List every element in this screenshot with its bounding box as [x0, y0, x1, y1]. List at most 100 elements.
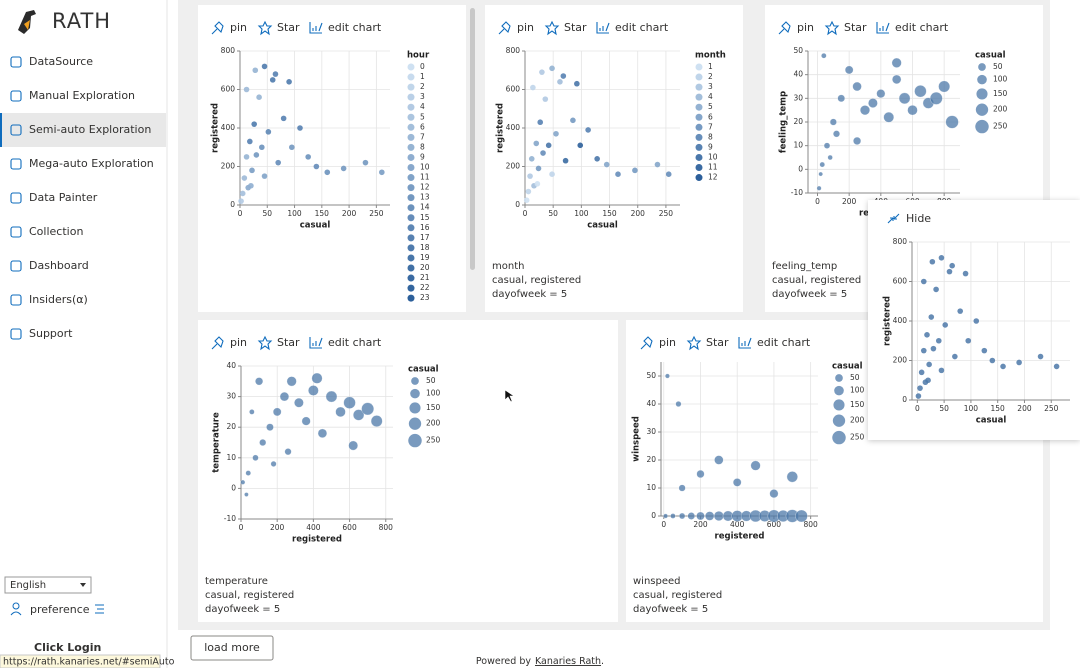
card-description: winspeed — [633, 576, 681, 587]
legend-label: 3 — [708, 82, 713, 91]
y-tick-label: 0 — [902, 395, 907, 404]
edit-chart-button[interactable]: edit chart — [328, 21, 382, 34]
y-axis-title: registered — [211, 103, 221, 153]
legend-symbol — [407, 254, 415, 262]
point — [827, 154, 833, 161]
preference-label[interactable]: preference — [30, 603, 90, 616]
load-more-button[interactable] — [190, 635, 274, 661]
nav-item[interactable]: Collection — [29, 225, 83, 238]
legend-symbol — [695, 103, 703, 111]
legend-label: 6 — [708, 112, 713, 121]
x-tick-label: 200 — [631, 209, 646, 218]
legend-label: 4 — [708, 92, 713, 101]
pin-button[interactable]: pin — [797, 21, 814, 34]
login-button[interactable]: Click Login — [34, 641, 101, 654]
y-tick-label: 200 — [893, 356, 908, 365]
language-label[interactable]: English — [10, 580, 46, 591]
pin-button[interactable]: pin — [659, 336, 676, 349]
preference-icon — [10, 611, 22, 616]
y-tick-label: 600 — [506, 85, 521, 94]
legend-symbol — [975, 103, 989, 116]
footer-link[interactable]: Kanaries Rath — [535, 656, 601, 667]
y-tick-label: 200 — [506, 162, 521, 171]
point — [259, 439, 267, 446]
point — [370, 415, 383, 427]
y-tick-label: 20 — [646, 455, 656, 464]
point — [247, 138, 253, 145]
load-more-label[interactable]: load more — [204, 641, 260, 654]
x-tick-label: 400 — [306, 523, 321, 532]
star-button[interactable]: Star — [277, 336, 300, 349]
point — [818, 171, 823, 177]
point — [915, 393, 922, 399]
nav-item[interactable]: Data Painter — [29, 191, 98, 204]
nav-icon — [10, 192, 22, 204]
pin-button[interactable]: pin — [517, 21, 534, 34]
point — [898, 92, 911, 105]
legend-label: 4 — [420, 102, 425, 111]
point — [269, 77, 276, 83]
star-icon — [824, 20, 840, 36]
point — [938, 80, 950, 93]
legend-symbol — [407, 294, 415, 302]
x-tick-label: 100 — [287, 209, 302, 218]
legend-symbol — [695, 153, 703, 161]
star-icon — [257, 20, 273, 36]
legend-symbol — [407, 73, 415, 81]
edit-chart-button[interactable]: edit chart — [895, 21, 949, 34]
nav-item[interactable]: Manual Exploration — [29, 89, 135, 102]
point — [965, 337, 972, 344]
legend-label: 0 — [420, 62, 425, 71]
nav-item[interactable]: Insiders(α) — [29, 293, 88, 306]
point — [261, 173, 268, 179]
point — [714, 455, 724, 465]
y-tick-label: 0 — [651, 511, 656, 520]
nav-item[interactable]: DataSource — [29, 55, 93, 68]
star-button[interactable]: Star — [844, 21, 867, 34]
point — [892, 74, 902, 85]
nav-item[interactable]: Support — [29, 327, 73, 340]
y-tick-label: 40 — [646, 399, 656, 408]
legend-label: 5 — [708, 102, 713, 111]
pin-button[interactable]: pin — [230, 21, 247, 34]
edit-chart-button[interactable]: edit chart — [615, 21, 669, 34]
point — [528, 156, 535, 162]
pin-button[interactable]: pin — [230, 336, 247, 349]
legend-symbol — [407, 244, 415, 252]
point — [251, 121, 257, 127]
point — [1016, 359, 1022, 366]
edit-chart-button[interactable]: edit chart — [328, 336, 382, 349]
point — [924, 332, 930, 338]
nav-item[interactable]: Mega-auto Exploration — [29, 157, 154, 170]
point — [574, 80, 580, 87]
edit-chart-button[interactable]: edit chart — [757, 336, 811, 349]
point — [786, 471, 798, 483]
x-tick-label: 800 — [803, 520, 818, 529]
hide-icon[interactable] — [887, 213, 900, 224]
point — [687, 512, 696, 520]
y-tick-label: 50 — [646, 371, 656, 380]
star-button[interactable]: Star — [277, 21, 300, 34]
point — [272, 407, 282, 417]
star-button[interactable]: Star — [706, 336, 729, 349]
powered-by: Powered by — [476, 656, 531, 667]
point — [535, 165, 542, 172]
preference-settings-icon[interactable] — [95, 604, 104, 614]
nav-item[interactable]: Dashboard — [29, 259, 89, 272]
legend-symbol — [407, 264, 415, 272]
x-tick-label: 50 — [262, 209, 272, 218]
y-axis-title: registered — [496, 103, 506, 153]
star-icon — [257, 335, 273, 351]
language-select[interactable] — [4, 576, 92, 594]
x-tick-label: 200 — [693, 520, 708, 529]
x-tick-label: 200 — [842, 197, 857, 206]
legend-label: 10 — [708, 152, 718, 161]
nav-selected-bg — [0, 113, 166, 147]
nav-item[interactable]: Semi-auto Exploration — [29, 123, 151, 136]
y-tick-label: 400 — [221, 123, 236, 132]
star-button[interactable]: Star — [564, 21, 587, 34]
legend-symbol — [834, 385, 844, 396]
hide-button[interactable]: Hide — [906, 212, 931, 225]
x-tick-label: 200 — [1017, 404, 1032, 413]
legend-label: 20 — [420, 263, 430, 272]
